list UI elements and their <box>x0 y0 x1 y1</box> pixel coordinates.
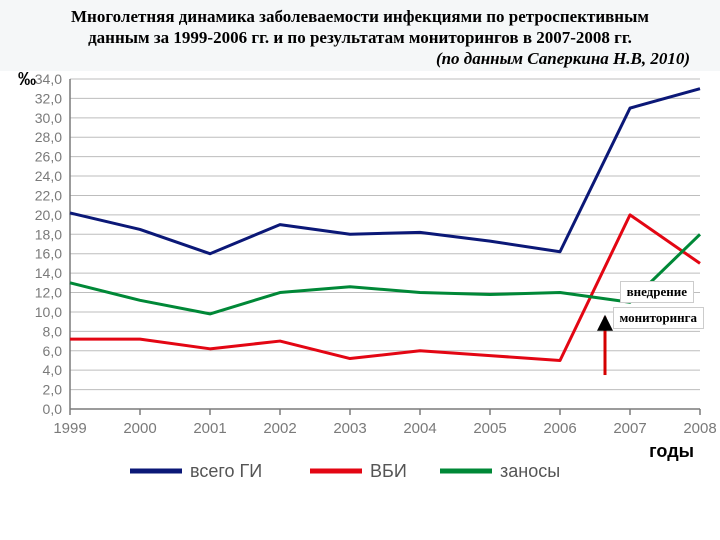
svg-text:30,0: 30,0 <box>35 109 62 125</box>
svg-text:1999: 1999 <box>53 420 86 437</box>
svg-text:10,0: 10,0 <box>35 303 62 319</box>
line-chart: 0,0 2,0 4,0 6,0 8,0 10,0 12,0 14,0 16,0 18,0 20,0 2… <box>0 71 720 526</box>
svg-text:4,0: 4,0 <box>43 362 63 378</box>
svg-text:12,0: 12,0 <box>35 284 62 300</box>
title-line-1: Многолетняя динамика заболеваемости инфе… <box>20 6 700 27</box>
svg-text:годы: годы <box>649 441 694 461</box>
svg-text:14,0: 14,0 <box>35 265 62 281</box>
svg-text:‰: ‰ <box>18 71 36 89</box>
chart-container: 0,0 2,0 4,0 6,0 8,0 10,0 12,0 14,0 16,0 18,0 20,0 2… <box>0 71 720 526</box>
svg-text:ВБИ: ВБИ <box>370 461 407 481</box>
annotation-label-2: мониторинга <box>613 307 705 329</box>
svg-text:32,0: 32,0 <box>35 90 62 106</box>
svg-text:2004: 2004 <box>403 420 436 437</box>
svg-text:2002: 2002 <box>263 420 296 437</box>
svg-text:заносы: заносы <box>500 461 560 481</box>
title-line-3: (по данным Саперкина Н.В, 2010) <box>20 49 700 69</box>
svg-text:2008: 2008 <box>683 420 716 437</box>
svg-text:всего ГИ: всего ГИ <box>190 461 262 481</box>
svg-text:34,0: 34,0 <box>35 71 62 87</box>
chart-title-block: Многолетняя динамика заболеваемости инфе… <box>0 0 720 71</box>
svg-text:2,0: 2,0 <box>43 381 63 397</box>
svg-text:2003: 2003 <box>333 420 366 437</box>
svg-text:28,0: 28,0 <box>35 129 62 145</box>
svg-text:6,0: 6,0 <box>43 342 63 358</box>
svg-text:20,0: 20,0 <box>35 206 62 222</box>
svg-text:18,0: 18,0 <box>35 226 62 242</box>
svg-text:26,0: 26,0 <box>35 148 62 164</box>
svg-text:8,0: 8,0 <box>43 323 63 339</box>
svg-text:2005: 2005 <box>473 420 506 437</box>
title-line-2: данным за 1999-2006 гг. и по результатам… <box>20 27 700 48</box>
svg-text:0,0: 0,0 <box>43 401 63 417</box>
svg-text:2001: 2001 <box>193 420 226 437</box>
svg-text:16,0: 16,0 <box>35 245 62 261</box>
svg-text:2007: 2007 <box>613 420 646 437</box>
svg-text:2000: 2000 <box>123 420 156 437</box>
svg-text:22,0: 22,0 <box>35 187 62 203</box>
svg-text:2006: 2006 <box>543 420 576 437</box>
svg-text:24,0: 24,0 <box>35 168 62 184</box>
annotation-label-1: внедрение <box>620 281 694 303</box>
